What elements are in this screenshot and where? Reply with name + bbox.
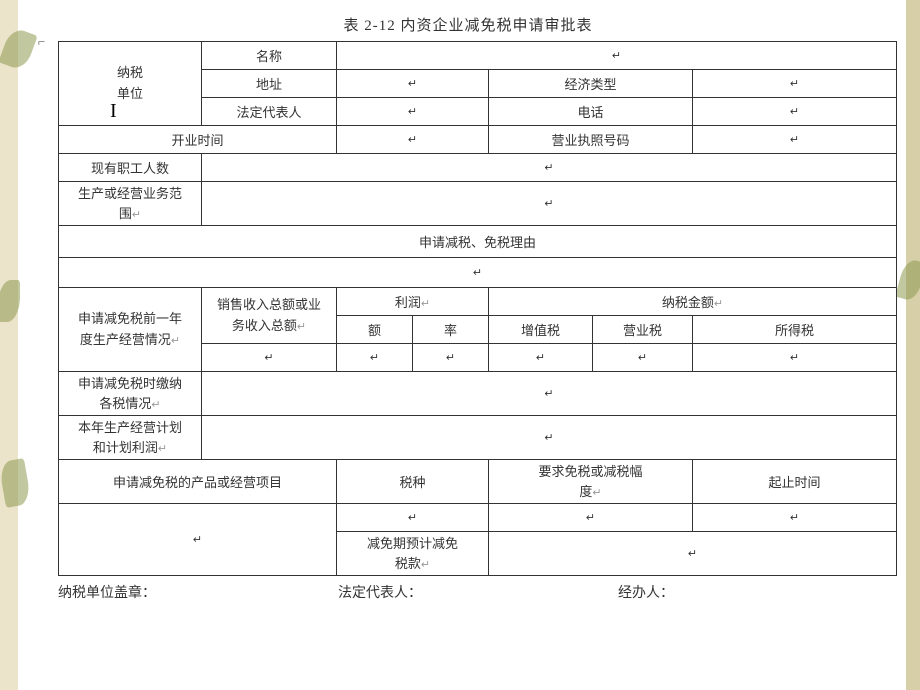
cell-license-label: 营业执照号码 [489, 126, 693, 154]
cell-address-value: ↵ [337, 70, 489, 98]
cell-phone-label: 电话 [489, 98, 693, 126]
cell-license-value: ↵ [693, 126, 897, 154]
cell-employees-value: ↵ [202, 154, 897, 182]
cell-biztax-label: 营业税 [593, 316, 693, 344]
cell-thisyear-value: ↵ [202, 416, 897, 460]
sign-handler: 经办人： [618, 582, 674, 602]
cell-range-value: ↵ [489, 504, 693, 532]
cell-ecotype-value: ↵ [693, 70, 897, 98]
cell-vat-value: ↵ [489, 344, 593, 372]
cell-profit-label: 利润↵ [337, 288, 489, 316]
table-row: ↵ ↵ ↵ ↵ [59, 504, 897, 532]
table-row: 现有职工人数 ↵ [59, 154, 897, 182]
cell-estred-value: ↵ [489, 532, 897, 576]
cell-amount-label: 额 [337, 316, 413, 344]
table-row: 申请减免税时缴纳各税情况↵ ↵ [59, 372, 897, 416]
table-row: 纳税单位 名称 ↵ [59, 42, 897, 70]
signature-row: 纳税单位盖章： 法定代表人： 经办人： [58, 582, 896, 602]
cell-products-value: ↵ [59, 504, 337, 576]
cell-name-label: 名称 [202, 42, 337, 70]
cell-legalrep-value: ↵ [337, 98, 489, 126]
cell-period-value: ↵ [693, 504, 897, 532]
table-row: 本年生产经营计划和计划利润↵ ↵ [59, 416, 897, 460]
cell-reason-value: ↵ [59, 258, 897, 288]
cell-amount-value: ↵ [337, 344, 413, 372]
text-cursor-icon: I [110, 100, 117, 123]
cell-ecotype-label: 经济类型 [489, 70, 693, 98]
cell-rate-label: 率 [413, 316, 489, 344]
sign-unit-seal: 纳税单位盖章： [58, 582, 338, 602]
cell-opentime-value: ↵ [337, 126, 489, 154]
table-row: 申请减免税前一年度生产经营情况↵ 销售收入总额或业务收入总额↵ 利润↵ 纳税金额… [59, 288, 897, 316]
cell-opentime-label: 开业时间 [59, 126, 337, 154]
cell-products-label: 申请减免税的产品或经营项目 [59, 460, 337, 504]
cell-sales-value: ↵ [202, 344, 337, 372]
cell-period-label: 起止时间 [693, 460, 897, 504]
cell-taxespaid-value: ↵ [202, 372, 897, 416]
cell-prevyear-label: 申请减免税前一年度生产经营情况↵ [59, 288, 202, 372]
cell-name-value: ↵ [337, 42, 897, 70]
cell-employees-label: 现有职工人数 [59, 154, 202, 182]
approval-form-table: 纳税单位 名称 ↵ 地址 ↵ 经济类型 ↵ 法定代表人 ↵ 电话 ↵ 开业时间 … [58, 41, 897, 576]
cell-taxtype-value: ↵ [337, 504, 489, 532]
cell-incometax-label: 所得税 [693, 316, 897, 344]
cell-biztax-value: ↵ [593, 344, 693, 372]
crop-mark-tl: ⌐ [38, 34, 45, 50]
cell-incometax-value: ↵ [693, 344, 897, 372]
cell-thisyear-label: 本年生产经营计划和计划利润↵ [59, 416, 202, 460]
sign-legal: 法定代表人： [338, 582, 618, 602]
cell-scope-value: ↵ [202, 182, 897, 226]
table-row: 申请减免税的产品或经营项目 税种 要求免税或减税幅度↵ 起止时间 [59, 460, 897, 504]
form-title: 表 2-12 内资企业减免税申请审批表 [38, 14, 898, 35]
cell-estred-label: 减免期预计减免税款↵ [337, 532, 489, 576]
cell-taxtype-label: 税种 [337, 460, 489, 504]
cell-legalrep-label: 法定代表人 [202, 98, 337, 126]
cell-reason-header: 申请减税、免税理由 [59, 226, 897, 258]
cell-sales-label: 销售收入总额或业务收入总额↵ [202, 288, 337, 344]
table-row: 生产或经营业务范围↵ ↵ [59, 182, 897, 226]
table-row: 申请减税、免税理由 [59, 226, 897, 258]
table-row: 开业时间 ↵ 营业执照号码 ↵ [59, 126, 897, 154]
cell-range-label: 要求免税或减税幅度↵ [489, 460, 693, 504]
cell-taxespaid-label: 申请减免税时缴纳各税情况↵ [59, 372, 202, 416]
cell-vat-label: 增值税 [489, 316, 593, 344]
cell-taxamount-label: 纳税金额↵ [489, 288, 897, 316]
cell-scope-label: 生产或经营业务范围↵ [59, 182, 202, 226]
cell-rate-value: ↵ [413, 344, 489, 372]
document-body: ⌐ I 表 2-12 内资企业减免税申请审批表 纳税单位 名称 ↵ 地址 ↵ 经… [38, 14, 898, 602]
cell-tax-unit: 纳税单位 [59, 42, 202, 126]
table-row: ↵ [59, 258, 897, 288]
cell-address-label: 地址 [202, 70, 337, 98]
cell-phone-value: ↵ [693, 98, 897, 126]
